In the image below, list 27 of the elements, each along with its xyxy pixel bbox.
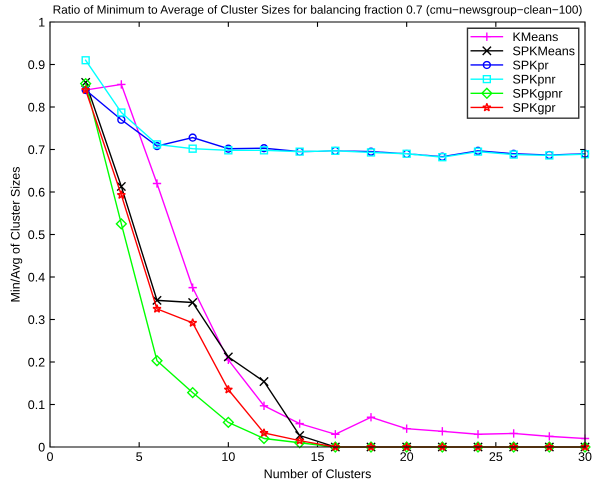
x-tick-label: 10	[222, 452, 235, 462]
y-tick-label: 0.9	[28, 60, 45, 70]
x-tick-label: 20	[400, 452, 414, 462]
x-axis-title: Number of Clusters	[264, 469, 371, 478]
x-tick-label: 25	[490, 452, 502, 462]
y-tick-label: 0	[38, 442, 45, 452]
x-tick-label: 5	[136, 452, 142, 462]
y-axis-title: Min/Avg of Cluster Sizes	[10, 166, 22, 302]
y-tick-label: 1	[39, 18, 45, 27]
y-tick-label: 0.8	[28, 102, 45, 112]
y-tick-label: 0.4	[28, 272, 45, 282]
y-tick-label: 0.7	[28, 145, 45, 154]
legend-label: KMeans	[513, 32, 558, 42]
x-tick-label: 30	[578, 452, 592, 462]
legend-label: SPKpnr	[513, 74, 556, 86]
legend-label: SPKpr	[513, 60, 548, 72]
y-tick-label: 0.6	[28, 188, 45, 197]
y-tick-label: 0.1	[28, 400, 45, 410]
chart-title: Ratio of Minimum to Average of Cluster Sizes for balancing fraction 0.7 (cmu−newsgroup−clean−100)	[54, 5, 582, 16]
legend-label: SPKMeans	[513, 46, 575, 56]
x-tick-label: 0	[47, 452, 53, 462]
x-tick-label: 15	[312, 452, 324, 462]
legend-label: SPKgpnr	[513, 88, 562, 100]
legend-label: SPKgpr	[513, 103, 556, 114]
y-tick-label: 0.3	[28, 315, 45, 324]
y-tick-label: 0.2	[28, 358, 45, 367]
y-tick-label: 0.5	[28, 230, 45, 240]
